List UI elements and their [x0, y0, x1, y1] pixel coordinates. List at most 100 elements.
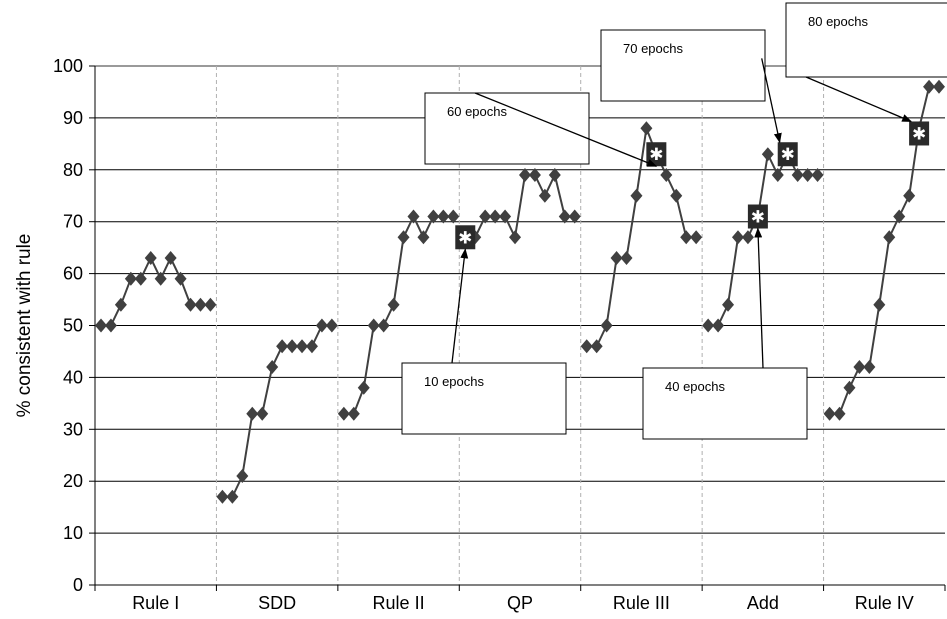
data-point	[630, 188, 643, 203]
x-tick-label: QP	[507, 593, 533, 613]
data-point	[893, 209, 906, 224]
data-point	[216, 489, 229, 504]
data-point	[811, 167, 824, 182]
y-axis-label: % consistent with rule	[14, 234, 35, 418]
y-tick-label: 70	[63, 212, 83, 232]
y-tick-label: 60	[63, 264, 83, 284]
data-point	[558, 209, 571, 224]
y-tick-label: 100	[53, 56, 83, 76]
data-point	[873, 297, 886, 312]
data-point	[427, 209, 440, 224]
data-point	[731, 230, 744, 245]
y-tick-label: 90	[63, 108, 83, 128]
data-point	[397, 230, 410, 245]
y-tick-label: 40	[63, 367, 83, 387]
series-line	[708, 150, 818, 327]
annotation-arrow	[754, 227, 764, 369]
data-point	[95, 318, 107, 333]
data-point	[680, 230, 693, 245]
y-tick-label: 0	[73, 575, 83, 595]
data-point	[620, 251, 633, 266]
x-tick-labels: Rule I SDD Rule II QP Rule III Add Rule IV	[132, 593, 914, 613]
data-point	[568, 209, 581, 224]
data-point	[722, 297, 735, 312]
data-point	[347, 406, 360, 421]
y-tick-labels: 0 10 20 30 40 50 60 70 80 90 100	[53, 56, 83, 595]
data-point	[791, 167, 804, 182]
x-tick-label: SDD	[258, 593, 296, 613]
data-point	[305, 339, 318, 354]
data-point	[357, 380, 370, 395]
data-point	[538, 188, 551, 203]
annotation-box	[600, 29, 766, 102]
data-point	[741, 230, 754, 245]
data-point	[154, 271, 167, 286]
data-point	[660, 167, 673, 182]
y-tick-label: 10	[63, 523, 83, 543]
highlight-marker	[777, 142, 798, 167]
data-point	[437, 209, 450, 224]
data-point	[823, 406, 836, 421]
data-point	[801, 167, 814, 182]
data-point	[712, 318, 725, 333]
annotation-arrow	[451, 248, 469, 364]
data-point	[296, 339, 309, 354]
series-line	[101, 255, 211, 327]
y-tick-label: 20	[63, 471, 83, 491]
star-icon: ✱	[458, 228, 472, 248]
data-point	[124, 271, 137, 286]
annotation-label: 80 epochs	[808, 14, 868, 29]
star-icon: ✱	[751, 208, 765, 228]
x-tick-label: Rule I	[132, 593, 179, 613]
data-point	[670, 188, 683, 203]
annotation-arrow	[805, 76, 913, 123]
annotation-label: 10 epochs	[424, 374, 484, 389]
data-point	[580, 339, 593, 354]
data-point	[518, 167, 531, 182]
data-point	[134, 271, 147, 286]
annotation-arrow	[761, 58, 782, 144]
annotation-arrow	[474, 92, 658, 167]
data-point	[600, 318, 613, 333]
data-point	[509, 230, 522, 245]
data-point	[417, 230, 430, 245]
data-point	[144, 251, 157, 266]
data-point	[286, 339, 299, 354]
data-point	[479, 209, 492, 224]
data-point	[226, 489, 239, 504]
data-point	[690, 230, 703, 245]
data-point	[256, 406, 269, 421]
highlight-marker	[909, 121, 930, 146]
x-tick-label: Rule II	[373, 593, 425, 613]
data-point	[903, 188, 916, 203]
data-point	[204, 297, 217, 312]
data-point	[164, 251, 177, 266]
data-point	[325, 318, 338, 333]
y-tick-label: 50	[63, 316, 83, 336]
data-point	[610, 251, 623, 266]
data-point	[184, 297, 197, 312]
data-point	[833, 406, 846, 421]
data-point	[499, 209, 512, 224]
data-point	[590, 339, 603, 354]
x-tick-label: Rule III	[613, 593, 670, 613]
data-point	[843, 380, 856, 395]
data-point	[387, 297, 400, 312]
data-point	[771, 167, 784, 182]
data-point	[447, 209, 460, 224]
data-point	[337, 406, 350, 421]
x-tick-label: Add	[747, 593, 779, 613]
data-point	[114, 297, 127, 312]
data-point	[104, 318, 117, 333]
series-line	[586, 124, 697, 348]
data-point	[883, 230, 896, 245]
star-icon: ✱	[781, 145, 795, 165]
highlight-marker	[455, 225, 476, 250]
data-point	[548, 167, 561, 182]
annotation-label: 60 epochs	[447, 104, 507, 119]
annotation-box	[785, 2, 947, 78]
data-point	[315, 318, 328, 333]
data-point	[853, 360, 866, 375]
annotation-label: 70 epochs	[623, 41, 683, 56]
